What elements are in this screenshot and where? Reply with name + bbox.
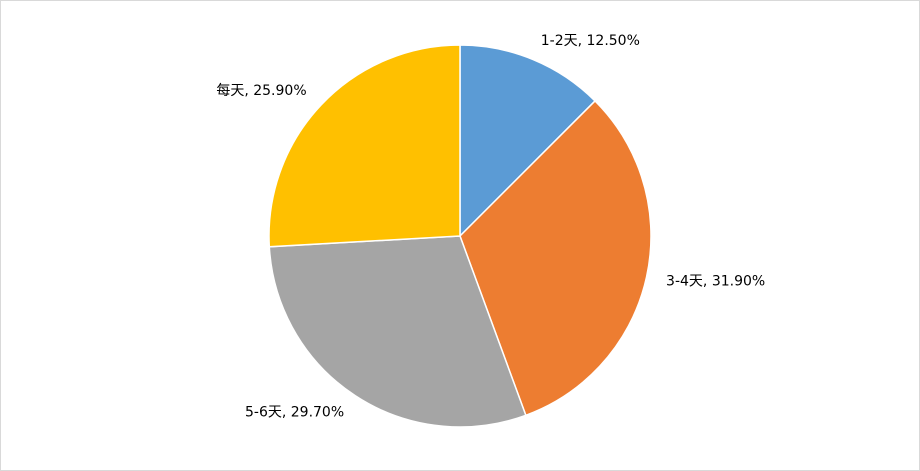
- pie-slice: [459, 44, 597, 238]
- data-label: 5-6天, 29.70%: [245, 404, 344, 420]
- data-label: 3-4天, 31.90%: [666, 273, 765, 289]
- pie-slice: [268, 235, 527, 428]
- pie-slice: [268, 44, 461, 248]
- data-label: 1-2天, 12.50%: [541, 33, 640, 49]
- pie-slice: [459, 99, 652, 417]
- data-label: 每天, 25.90%: [216, 83, 306, 99]
